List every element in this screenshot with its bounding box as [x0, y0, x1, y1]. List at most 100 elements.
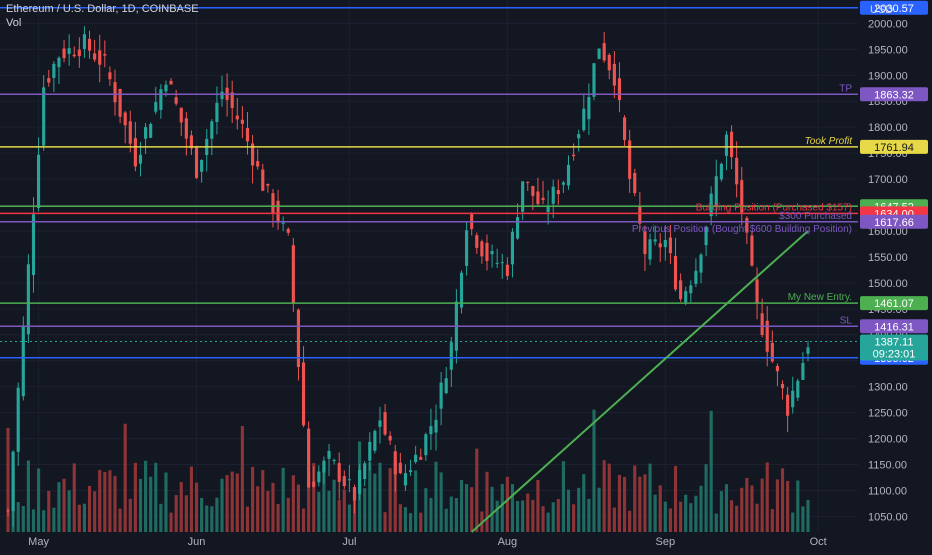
volume-bar: [337, 500, 341, 532]
candle: [342, 470, 346, 489]
volume-bar: [363, 488, 367, 532]
candle: [556, 179, 560, 205]
candle: [261, 163, 265, 192]
volume-bar: [414, 470, 418, 532]
candle: [296, 308, 301, 381]
candle: [765, 306, 769, 367]
candle: [414, 445, 418, 464]
candle-body: [439, 382, 443, 409]
volume-bar: [643, 474, 647, 532]
candle: [301, 346, 306, 428]
candle: [62, 39, 66, 63]
volume-bar: [622, 476, 627, 532]
volume-bar: [154, 462, 158, 532]
volume-bar: [531, 499, 535, 532]
price-tag-label: 1416.31: [874, 321, 914, 333]
candle-body: [363, 463, 367, 480]
volume-bar: [52, 507, 56, 532]
volume-bar: [755, 503, 759, 532]
candle: [424, 432, 428, 461]
candle-body: [648, 239, 652, 260]
volume-bar: [6, 427, 10, 532]
volume-bar: [378, 462, 382, 532]
volume-bar: [582, 474, 586, 532]
candle-body: [72, 54, 76, 57]
candle-body: [322, 460, 326, 473]
time-tick-label: Sep: [656, 536, 676, 548]
volume-bar: [271, 482, 275, 532]
candle: [470, 212, 474, 236]
volume-bar: [786, 480, 790, 532]
candle: [536, 177, 540, 206]
candle-body: [653, 239, 657, 242]
currency-label: USD: [870, 4, 894, 16]
time-tick-label: Jul: [342, 536, 356, 548]
volume-bar: [653, 494, 657, 532]
candle: [128, 110, 132, 153]
price-tag: 1761.94: [860, 139, 928, 154]
volume-bar: [796, 480, 800, 532]
time-tick-label: Jun: [188, 536, 206, 548]
candle: [337, 452, 341, 500]
volume-bar: [307, 471, 311, 532]
candle-body: [536, 191, 540, 204]
price-tick-label: 1150.00: [868, 460, 907, 472]
level-note: $300 Purchased: [779, 211, 852, 222]
volume-bar: [113, 475, 117, 532]
candle: [628, 129, 632, 193]
candle: [352, 484, 357, 514]
candle-body: [189, 135, 194, 149]
level-note: My New Entry.: [788, 292, 852, 303]
candle: [281, 216, 285, 232]
candle: [169, 77, 173, 85]
volume-bar: [515, 501, 520, 532]
candle-body: [108, 72, 112, 80]
candle: [57, 56, 61, 85]
candle: [358, 463, 362, 501]
candle: [388, 431, 392, 445]
candle: [617, 62, 622, 113]
candle: [612, 51, 616, 99]
candle-body: [57, 57, 61, 68]
candle-body: [194, 147, 199, 178]
candle-body: [643, 231, 647, 255]
candle-body: [358, 470, 362, 494]
candle: [694, 258, 698, 288]
candle: [266, 183, 270, 193]
volume-bar: [230, 471, 234, 532]
candle-body: [679, 280, 683, 300]
candle-body: [31, 214, 36, 276]
time-tick-label: Aug: [498, 536, 518, 548]
volume-bar: [200, 497, 204, 532]
candle-body: [434, 419, 438, 433]
volume-bar: [77, 504, 81, 532]
price-tag-box: [860, 139, 928, 154]
candle: [159, 84, 163, 119]
volume-bar: [21, 505, 25, 532]
candle-body: [128, 121, 132, 144]
volume-bar: [16, 502, 20, 532]
price-tag: 2030.57: [860, 0, 928, 15]
volume-bar: [47, 490, 51, 532]
volume-bar: [689, 503, 693, 532]
candle: [220, 75, 224, 107]
volume-bar: [276, 503, 280, 532]
volume-bar: [663, 501, 667, 532]
volume-bar: [93, 491, 97, 532]
candle: [444, 366, 448, 395]
volume-bar: [551, 502, 555, 532]
candle: [113, 69, 117, 116]
candle: [403, 464, 408, 492]
volume-bar: [189, 466, 194, 532]
volume-bar: [322, 468, 326, 532]
price-tag-label: 1863.32: [874, 89, 914, 101]
candle-body: [521, 181, 525, 212]
level-note: TP: [839, 83, 852, 94]
candle-body: [607, 54, 611, 71]
volume-bar: [159, 503, 163, 532]
candle: [327, 443, 331, 477]
volume-bar: [628, 510, 632, 532]
price-tick-label: 1100.00: [868, 485, 907, 497]
